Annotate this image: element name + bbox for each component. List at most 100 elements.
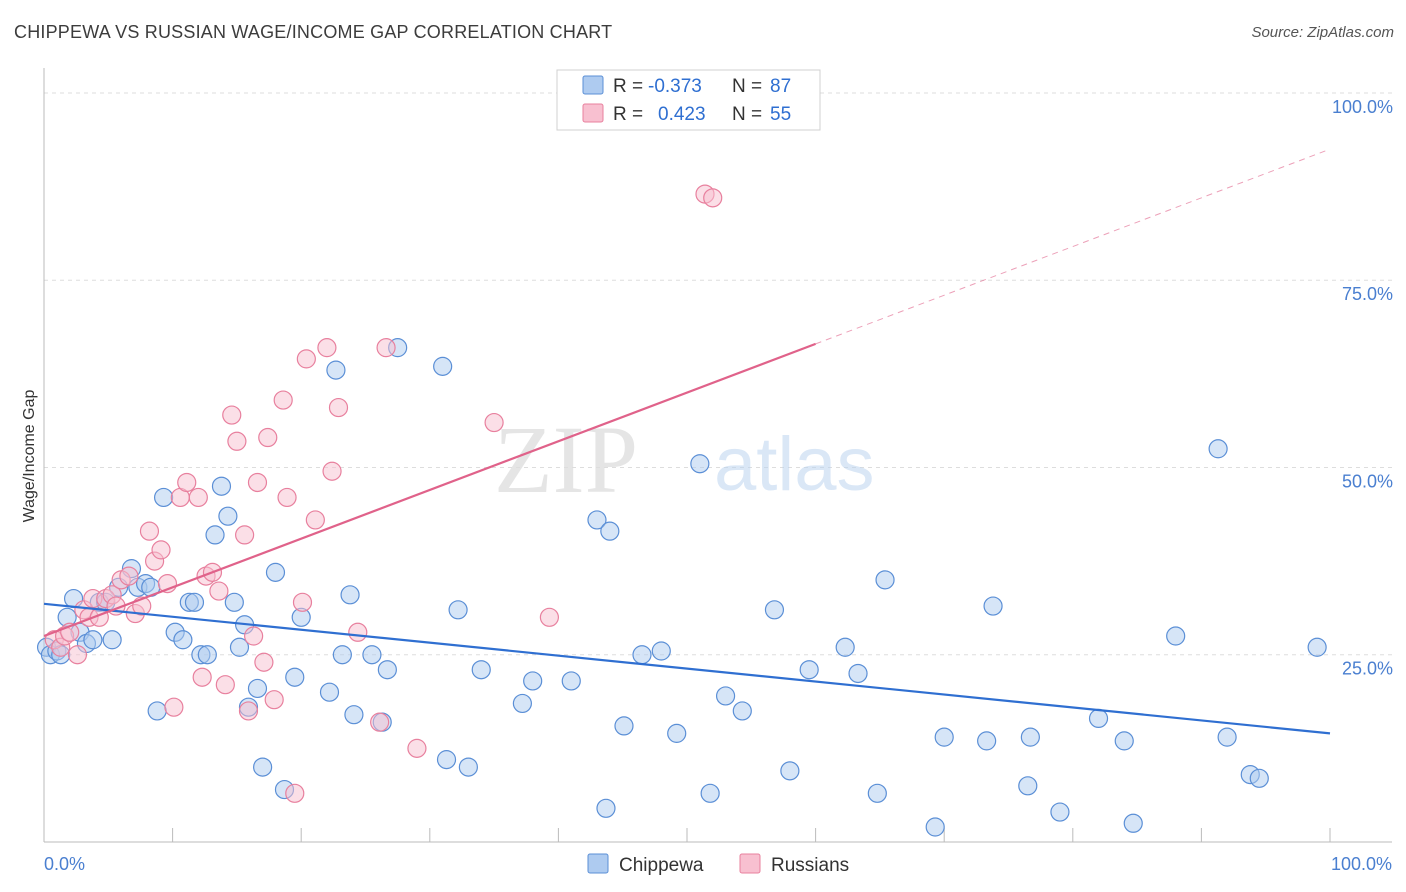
chippewa-point-55 — [587, 510, 607, 530]
chippewa-point-41 — [340, 585, 360, 605]
russians-point-27 — [209, 581, 229, 601]
chippewa-point-50 — [458, 757, 478, 777]
chippewa-point-85 — [1217, 727, 1237, 747]
russians-point-51 — [484, 412, 504, 433]
chippewa-point-29 — [229, 637, 250, 657]
chippewa-point-38 — [319, 682, 340, 702]
russians-point-35 — [254, 652, 274, 672]
russians-point-52 — [539, 607, 559, 627]
chippewa-points — [36, 338, 1327, 837]
chippewa-point-47 — [433, 356, 453, 376]
chippewa-point-40 — [332, 645, 352, 665]
russians-point-31 — [235, 525, 255, 545]
chippewa-point-76 — [983, 596, 1003, 616]
chippewa-point-75 — [977, 731, 997, 751]
russians-point-42 — [296, 349, 316, 369]
russians-point-32 — [238, 701, 259, 721]
russians-point-39 — [277, 487, 297, 508]
chippewa-point-87 — [1249, 768, 1269, 788]
chippewa-point-66 — [764, 600, 785, 620]
russians-point-30 — [227, 431, 247, 451]
chippewa-point-18 — [153, 487, 174, 508]
chippewa-point-34 — [265, 562, 286, 582]
watermark: ZIP atlas — [494, 406, 875, 513]
chippewa-point-25 — [205, 525, 225, 545]
russians-point-16 — [139, 521, 160, 541]
chippewa-point-53 — [523, 671, 543, 691]
chippewa-point-36 — [285, 667, 305, 687]
chippewa-point-71 — [867, 783, 887, 803]
chippewa-point-24 — [197, 645, 217, 665]
chippewa-point-20 — [173, 630, 193, 650]
chippewa-point-65 — [732, 701, 752, 721]
bottom-legend-swatch-chippewa — [587, 853, 609, 874]
legend-n-value-russians: 55 — [770, 104, 791, 125]
x-tick-label-max: 100.0% — [1331, 854, 1392, 874]
chippewa-point-70 — [848, 663, 868, 684]
russians-point-49 — [376, 338, 396, 358]
chippewa-trend-line — [43, 602, 1331, 735]
y-tick-label-25: 25.0% — [1342, 659, 1393, 679]
chippewa-point-61 — [667, 723, 687, 743]
legend-r-label-chippewa: R = — [613, 76, 643, 97]
watermark-zip: ZIP — [494, 406, 638, 513]
russians-point-46 — [328, 397, 349, 418]
russians-point-33 — [244, 626, 264, 646]
russians-point-24 — [192, 667, 212, 687]
legend-swatch-russians — [582, 103, 604, 123]
source-label: Source: ZipAtlas.com — [1251, 24, 1394, 41]
russians-point-43 — [305, 510, 325, 530]
russians-point-44 — [317, 338, 337, 358]
legend-n-label-chippewa: N = — [732, 76, 762, 97]
chippewa-point-51 — [471, 660, 491, 680]
chippewa-point-67 — [780, 761, 800, 781]
russians-point-4 — [67, 645, 88, 665]
chippewa-point-79 — [1050, 802, 1070, 822]
chippewa-point-73 — [925, 817, 945, 837]
russians-point-20 — [164, 697, 184, 717]
bottom-legend-swatch-russians — [739, 853, 761, 874]
x-tick-label-min: 0.0% — [44, 854, 85, 874]
russians-point-23 — [188, 487, 208, 508]
chippewa-point-88 — [1307, 637, 1327, 657]
russians-point-38 — [273, 390, 293, 410]
chippewa-point-58 — [614, 716, 634, 736]
chippewa-point-63 — [700, 783, 720, 803]
chippewa-point-32 — [247, 678, 268, 699]
chippewa-point-33 — [253, 757, 273, 777]
chippewa-point-22 — [184, 592, 205, 612]
russians-trend-line — [43, 342, 816, 638]
legend-r-label-russians: R = — [613, 104, 643, 125]
russians-point-54 — [703, 188, 723, 208]
legend-swatch-chippewa — [582, 75, 604, 95]
y-tick-label-100: 100.0% — [1332, 97, 1393, 117]
chippewa-point-49 — [448, 600, 468, 620]
chippewa-point-81 — [1114, 731, 1134, 751]
chippewa-point-82 — [1123, 813, 1143, 833]
chippewa-point-39 — [326, 360, 346, 380]
russians-point-28 — [215, 675, 235, 695]
chippewa-point-77 — [1018, 776, 1038, 796]
chippewa-point-11 — [102, 630, 122, 650]
russians-point-36 — [258, 427, 278, 448]
russians-point-40 — [285, 783, 305, 803]
bottom-legend: Chippewa Russians — [587, 853, 849, 876]
russians-point-18 — [151, 540, 171, 560]
chippewa-point-56 — [596, 798, 616, 818]
watermark-atlas: atlas — [714, 422, 875, 507]
chippewa-point-45 — [377, 660, 397, 680]
chippewa-point-68 — [799, 660, 819, 680]
chippewa-point-84 — [1208, 439, 1228, 459]
chippewa-point-54 — [561, 671, 581, 691]
chippewa-point-27 — [218, 506, 238, 526]
y-axis-title: Wage/Income Gap — [21, 390, 38, 523]
axes — [43, 68, 1392, 843]
y-axis-labels: 100.0% 75.0% 50.0% 25.0% — [1332, 97, 1393, 679]
russians-point-29 — [222, 405, 242, 425]
grid-lines — [44, 92, 1392, 656]
chippewa-point-57 — [600, 521, 620, 541]
bottom-legend-label-russians: Russians — [771, 855, 849, 876]
bottom-legend-label-chippewa: Chippewa — [619, 855, 704, 876]
y-tick-label-50: 50.0% — [1342, 471, 1393, 491]
